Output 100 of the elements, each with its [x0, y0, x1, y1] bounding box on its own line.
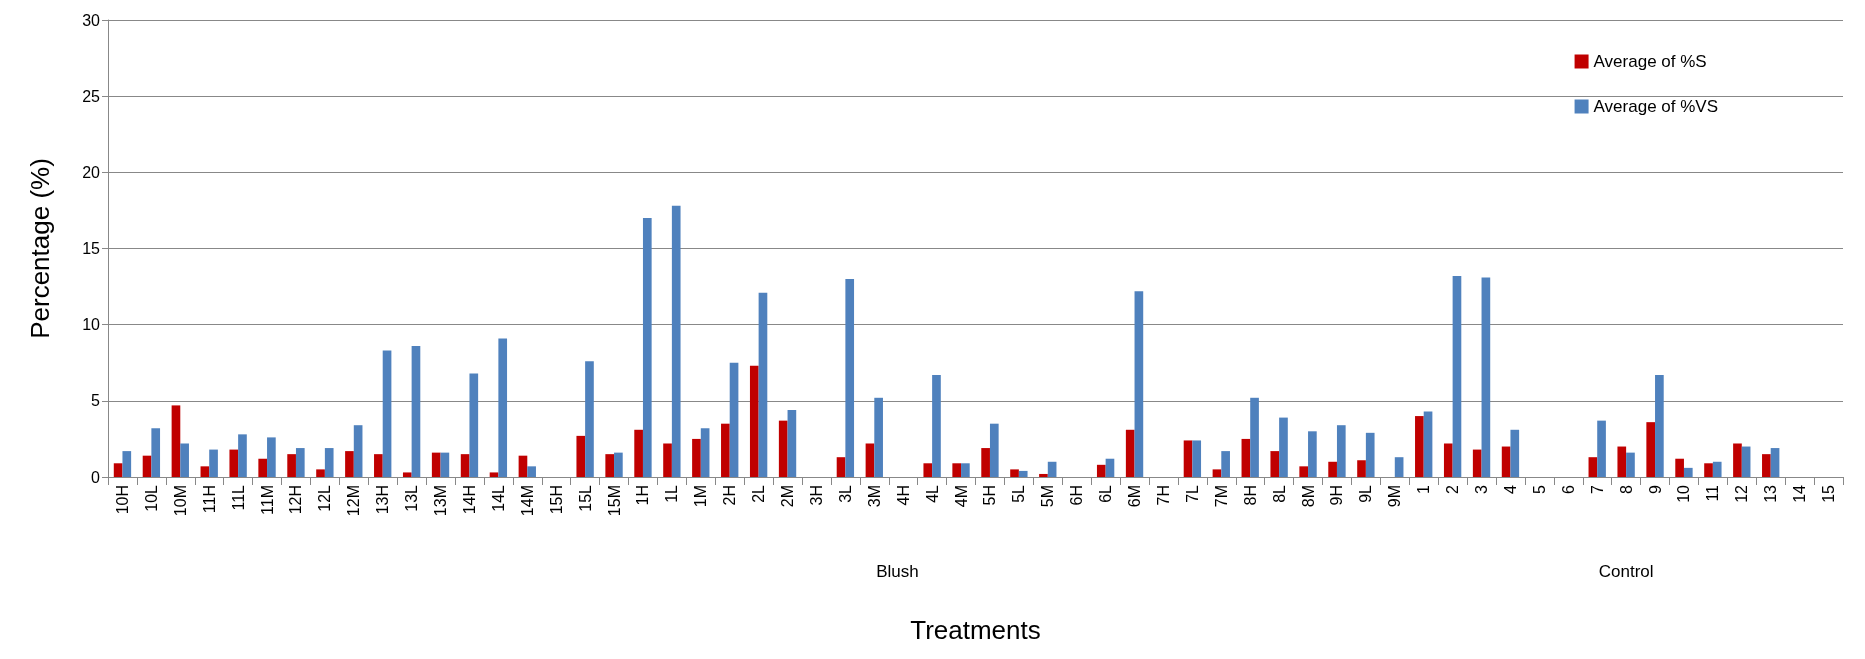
bar: [1481, 277, 1491, 477]
x-tick-label: 2L: [750, 484, 768, 503]
bar: [1183, 440, 1193, 477]
bar: [1741, 446, 1751, 477]
bar: [382, 350, 392, 477]
bar: [1010, 469, 1019, 477]
bar: [642, 218, 652, 477]
legend-label: Average of %S: [1593, 52, 1707, 71]
x-tick-label: 10L: [142, 484, 160, 512]
x-tick-label: 7H: [1154, 485, 1172, 506]
x-tick-label: 4M: [952, 485, 970, 508]
bar: [238, 434, 247, 477]
x-tick-label: 4: [1501, 484, 1519, 494]
bar: [1328, 461, 1337, 477]
x-tick-label: 5H: [981, 485, 999, 506]
bar: [1597, 420, 1606, 477]
bar: [932, 374, 941, 477]
y-tick-label: 15: [82, 240, 101, 257]
x-tick-label: 6L: [1097, 484, 1115, 503]
bar: [171, 405, 181, 477]
bar: [700, 428, 710, 477]
bar: [200, 466, 210, 477]
x-tick-label: 1L: [663, 484, 681, 503]
bar: [498, 338, 508, 477]
bar: [1336, 425, 1346, 477]
bar: [845, 278, 855, 477]
bar: [258, 458, 268, 477]
bar: [1018, 470, 1028, 477]
text: Control: [1598, 562, 1654, 581]
x-tick-label: 13M: [432, 485, 450, 517]
x-tick-label: 5L: [1010, 484, 1028, 503]
text: Blush: [876, 562, 919, 581]
bar: [981, 448, 990, 477]
x-tick-label: 12H: [287, 485, 305, 515]
bar: [122, 451, 132, 477]
bar: [952, 463, 962, 477]
bar: [345, 451, 354, 477]
bar: [787, 409, 797, 477]
x-tick-label: 4L: [923, 484, 941, 503]
x-tick-label: 2: [1444, 484, 1462, 494]
bar: [1683, 467, 1693, 477]
bar: [692, 438, 701, 477]
bar: [267, 437, 276, 477]
x-tick-label: 6M: [1126, 485, 1144, 508]
bar: [1299, 466, 1309, 477]
bar: [1308, 431, 1317, 477]
x-tick-label: 10M: [171, 485, 189, 517]
bar: [1443, 443, 1453, 477]
x-tick-label: 14: [1791, 484, 1809, 503]
bar: [729, 362, 739, 477]
bar: [634, 429, 643, 477]
x-tick-label: 15L: [576, 484, 594, 512]
bar: [1357, 460, 1366, 477]
x-tick-label: 3M: [865, 485, 883, 508]
bar: [1472, 449, 1482, 477]
bar: [527, 466, 536, 477]
bar: [1250, 397, 1259, 477]
x-tick-label: 7: [1588, 484, 1606, 494]
bar: [113, 463, 123, 477]
x-tick-label: 9M: [1386, 485, 1404, 508]
bar: [1241, 438, 1251, 477]
x-tick-label: 7L: [1183, 484, 1201, 503]
bar: [1270, 451, 1280, 477]
x-tick-label: 11M: [258, 485, 276, 515]
x-tick-label: 8M: [1299, 485, 1317, 508]
bar: [1712, 461, 1722, 477]
bar: [1762, 454, 1771, 477]
x-tick-label: 13L: [403, 484, 421, 512]
x-tick-label: 5M: [1039, 485, 1057, 508]
x-tick-label: 11H: [200, 485, 218, 514]
bar: [1047, 461, 1057, 477]
x-tick-label: 1: [1415, 484, 1433, 494]
bar: [411, 345, 421, 477]
x-tick-label: 11L: [229, 484, 247, 511]
bar: [758, 292, 768, 477]
x-tick-label: 10H: [113, 485, 131, 515]
bar: [374, 454, 383, 477]
x-tick-label: 9L: [1357, 484, 1375, 503]
bar: [961, 463, 970, 477]
x-tick-label: 12M: [345, 485, 363, 517]
bar: [489, 472, 499, 477]
x-tick-label: 13H: [374, 485, 392, 515]
x-tick-label: 8: [1617, 484, 1635, 494]
y-tick-label: 20: [82, 163, 101, 181]
x-tick-label: 8H: [1241, 485, 1259, 506]
x-tick-label: 3L: [836, 484, 854, 503]
x-tick-label: 10: [1675, 484, 1693, 503]
bar: [865, 443, 875, 477]
bar: [151, 428, 161, 477]
bar: [518, 455, 528, 477]
bar: [1501, 446, 1511, 477]
bar: [836, 457, 846, 477]
bar: [1212, 469, 1222, 477]
x-tick-label: 15H: [547, 485, 565, 515]
y-tick-label: 10: [82, 316, 101, 334]
bar: [316, 469, 325, 477]
bar: [605, 454, 615, 477]
bar: [180, 443, 189, 477]
x-tick-label: 12: [1733, 484, 1751, 503]
x-tick-label: 9H: [1328, 485, 1346, 506]
